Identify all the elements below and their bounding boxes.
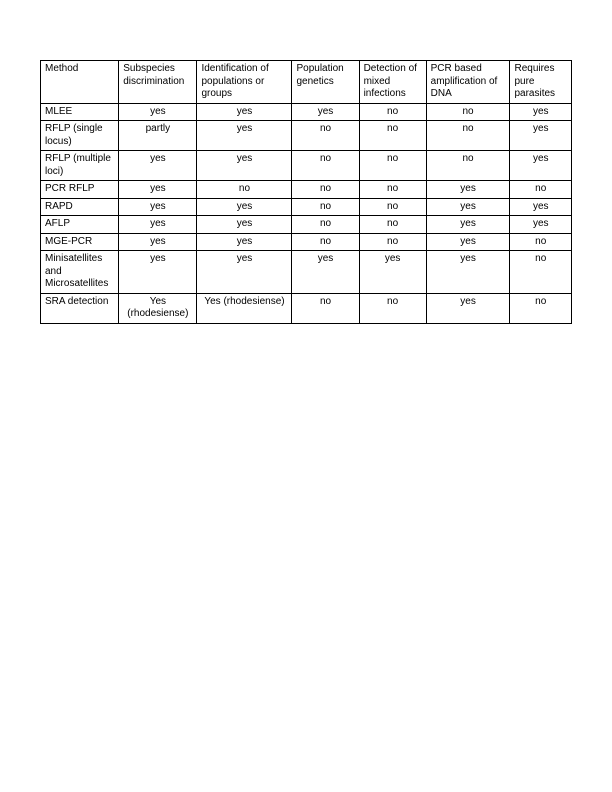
cell-pcr: yes: [426, 216, 510, 234]
cell-pcr: no: [426, 103, 510, 121]
cell-requires: yes: [510, 216, 572, 234]
cell-detection: no: [359, 103, 426, 121]
table-row: MGE-PCRyesyesnonoyesno: [41, 233, 572, 251]
cell-method: PCR RFLP: [41, 181, 119, 199]
cell-method: RFLP (single locus): [41, 121, 119, 151]
table-body: MLEEyesyesyesnonoyesRFLP (single locus)p…: [41, 103, 572, 323]
table-row: AFLPyesyesnonoyesyes: [41, 216, 572, 234]
cell-pcr: yes: [426, 181, 510, 199]
cell-ident: no: [197, 181, 292, 199]
col-ident: Identification of populations or groups: [197, 61, 292, 104]
table-row: RFLP (multiple loci)yesyesnononoyes: [41, 151, 572, 181]
cell-requires: no: [510, 233, 572, 251]
cell-ident: yes: [197, 216, 292, 234]
cell-subspecies: Yes (rhodesiense): [119, 293, 197, 323]
cell-method: AFLP: [41, 216, 119, 234]
cell-subspecies: yes: [119, 216, 197, 234]
cell-ident: yes: [197, 103, 292, 121]
cell-detection: no: [359, 121, 426, 151]
cell-popgen: yes: [292, 251, 359, 294]
cell-popgen: no: [292, 216, 359, 234]
cell-popgen: no: [292, 121, 359, 151]
header-row: Method Subspecies discrimination Identif…: [41, 61, 572, 104]
col-subspecies: Subspecies discrimination: [119, 61, 197, 104]
cell-method: SRA detection: [41, 293, 119, 323]
cell-requires: no: [510, 293, 572, 323]
cell-method: Minisatellites and Microsatellites: [41, 251, 119, 294]
cell-popgen: no: [292, 198, 359, 216]
cell-method: RFLP (multiple loci): [41, 151, 119, 181]
cell-subspecies: yes: [119, 198, 197, 216]
cell-subspecies: yes: [119, 251, 197, 294]
cell-ident: yes: [197, 251, 292, 294]
cell-detection: no: [359, 181, 426, 199]
cell-requires: yes: [510, 151, 572, 181]
cell-popgen: no: [292, 181, 359, 199]
cell-detection: no: [359, 233, 426, 251]
table-row: RAPDyesyesnonoyesyes: [41, 198, 572, 216]
page: Method Subspecies discrimination Identif…: [0, 0, 612, 384]
cell-detection: no: [359, 293, 426, 323]
cell-requires: yes: [510, 103, 572, 121]
methods-table: Method Subspecies discrimination Identif…: [40, 60, 572, 324]
cell-detection: no: [359, 216, 426, 234]
table-row: MLEEyesyesyesnonoyes: [41, 103, 572, 121]
cell-pcr: no: [426, 151, 510, 181]
table-row: RFLP (single locus)partlyyesnononoyes: [41, 121, 572, 151]
cell-popgen: yes: [292, 103, 359, 121]
cell-subspecies: yes: [119, 151, 197, 181]
cell-popgen: no: [292, 233, 359, 251]
cell-subspecies: yes: [119, 233, 197, 251]
cell-ident: yes: [197, 198, 292, 216]
cell-popgen: no: [292, 293, 359, 323]
cell-subspecies: yes: [119, 103, 197, 121]
cell-popgen: no: [292, 151, 359, 181]
cell-ident: Yes (rhodesiense): [197, 293, 292, 323]
cell-detection: no: [359, 151, 426, 181]
cell-method: RAPD: [41, 198, 119, 216]
cell-pcr: yes: [426, 233, 510, 251]
table-header: Method Subspecies discrimination Identif…: [41, 61, 572, 104]
cell-pcr: yes: [426, 293, 510, 323]
cell-requires: yes: [510, 121, 572, 151]
col-popgen: Population genetics: [292, 61, 359, 104]
cell-pcr: yes: [426, 198, 510, 216]
cell-subspecies: yes: [119, 181, 197, 199]
cell-method: MGE-PCR: [41, 233, 119, 251]
col-pcr: PCR based amplification of DNA: [426, 61, 510, 104]
cell-requires: no: [510, 251, 572, 294]
cell-ident: yes: [197, 121, 292, 151]
col-requires: Requires pure parasites: [510, 61, 572, 104]
cell-subspecies: partly: [119, 121, 197, 151]
cell-pcr: yes: [426, 251, 510, 294]
cell-method: MLEE: [41, 103, 119, 121]
cell-pcr: no: [426, 121, 510, 151]
cell-detection: no: [359, 198, 426, 216]
cell-ident: yes: [197, 233, 292, 251]
cell-requires: yes: [510, 198, 572, 216]
cell-detection: yes: [359, 251, 426, 294]
table-row: SRA detectionYes (rhodesiense)Yes (rhode…: [41, 293, 572, 323]
cell-ident: yes: [197, 151, 292, 181]
col-detection: Detection of mixed infections: [359, 61, 426, 104]
col-method: Method: [41, 61, 119, 104]
cell-requires: no: [510, 181, 572, 199]
table-row: Minisatellites and Microsatellitesyesyes…: [41, 251, 572, 294]
table-row: PCR RFLPyesnononoyesno: [41, 181, 572, 199]
